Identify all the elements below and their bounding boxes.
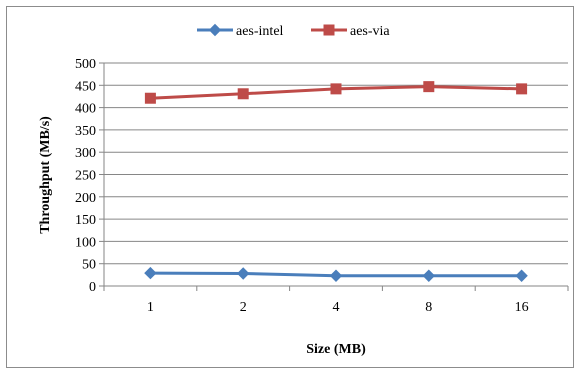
legend-label: aes-via: [350, 24, 390, 39]
x-tick-label: 2: [240, 300, 247, 315]
y-tick-label: 250: [75, 169, 96, 184]
data-point-diamond: [515, 269, 528, 282]
data-point-square: [144, 92, 156, 104]
data-point-square: [330, 83, 342, 95]
data-point-square: [237, 88, 249, 100]
x-tick-label: 16: [515, 300, 529, 315]
data-point-square: [423, 81, 435, 93]
legend-label: aes-intel: [236, 24, 284, 39]
x-tick-label: 4: [333, 300, 340, 315]
series-layer: [144, 81, 528, 282]
axes: 0 50 100 150 200 250 300 350 400 450 500 1 2 4 8 16: [75, 57, 569, 315]
y-tick-label: 0: [89, 280, 96, 295]
data-point-square: [323, 24, 335, 36]
y-tick-label: 400: [75, 102, 96, 117]
y-tick-label: 150: [75, 213, 96, 228]
data-point-diamond: [422, 269, 436, 282]
y-tick-label: 450: [75, 79, 96, 94]
data-point-diamond: [208, 23, 222, 37]
legend: aes-intel aes-via: [197, 23, 390, 39]
chart-frame: [6, 6, 574, 368]
data-point-diamond: [144, 266, 157, 280]
x-tick-label: 1: [147, 300, 154, 315]
y-tick-label: 200: [75, 191, 96, 206]
x-axis-title: Size (MB): [306, 342, 366, 357]
data-point-diamond: [236, 267, 250, 280]
y-tick-label: 50: [82, 258, 96, 273]
y-tick-label: 350: [75, 124, 96, 139]
y-tick-label: 500: [75, 57, 96, 72]
x-tick-label: 8: [425, 300, 432, 315]
y-tick-label: 100: [75, 235, 96, 250]
y-tick-label: 300: [75, 146, 96, 161]
y-axis-title: Throughput (MB/s): [38, 116, 53, 234]
data-point-square: [516, 83, 528, 95]
data-point-diamond: [329, 269, 343, 282]
